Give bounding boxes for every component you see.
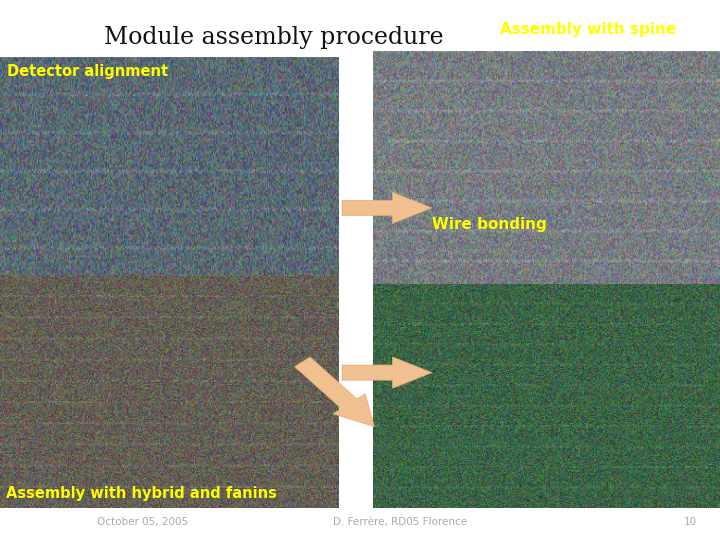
Text: Assembly with hybrid and fanins: Assembly with hybrid and fanins [6, 486, 276, 501]
Text: D. Ferrère, RD05 Florence: D. Ferrère, RD05 Florence [333, 517, 467, 527]
Text: October 05, 2005: October 05, 2005 [97, 517, 189, 527]
Text: Wire bonding: Wire bonding [432, 217, 546, 232]
Polygon shape [294, 357, 374, 427]
Polygon shape [342, 192, 432, 224]
Text: Assembly with spine: Assembly with spine [500, 22, 677, 37]
Polygon shape [342, 357, 432, 388]
Text: Detector alignment: Detector alignment [7, 64, 168, 79]
Text: Module assembly procedure: Module assembly procedure [104, 26, 444, 49]
Text: 10: 10 [684, 517, 697, 527]
